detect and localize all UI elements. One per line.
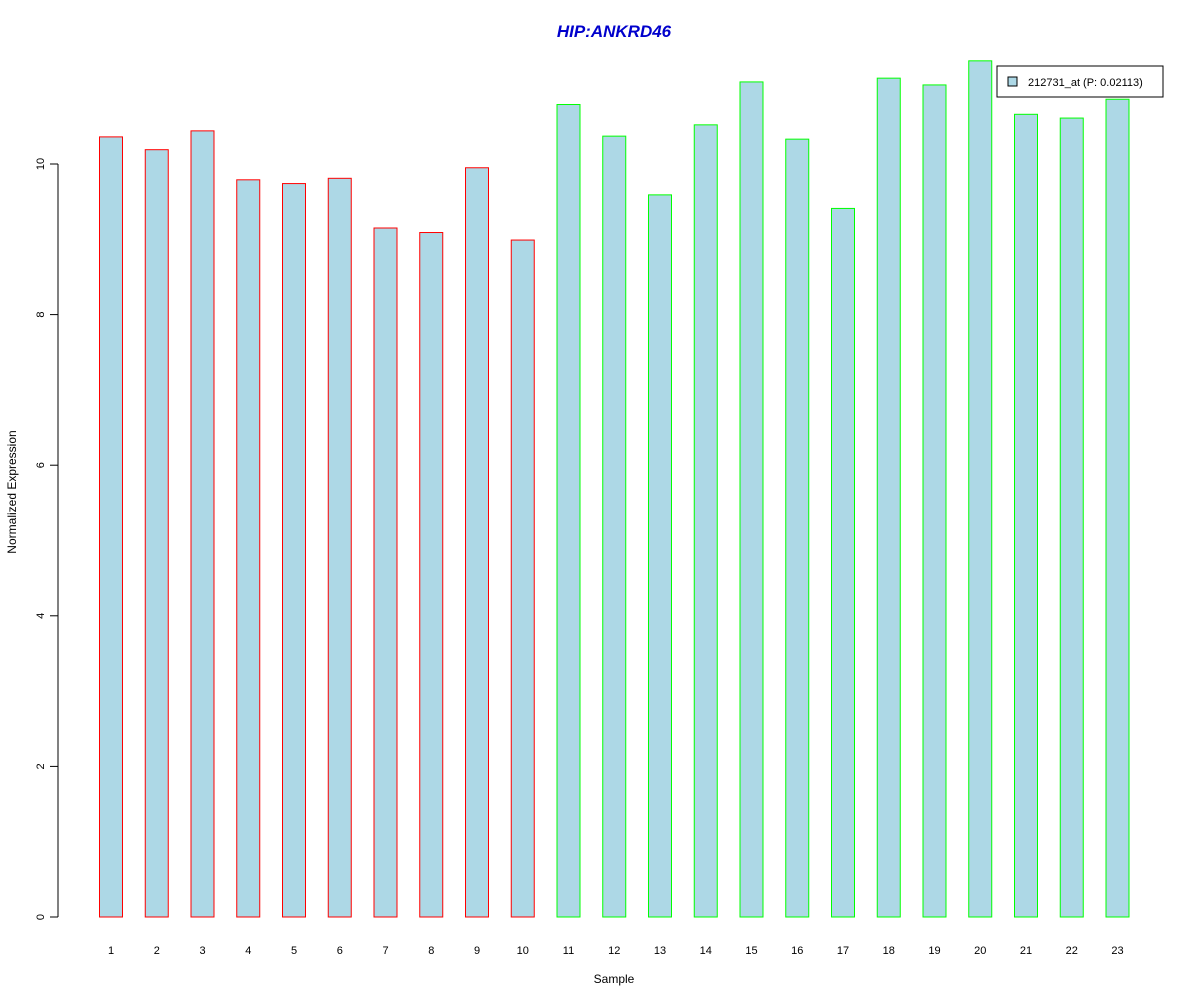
bar-sample-13: [648, 194, 672, 918]
bar-sample-19: [922, 84, 947, 918]
legend-label: 212731_at (P: 0.02113): [1028, 77, 1143, 89]
bar-sample-10: [510, 239, 535, 918]
bar-sample-12: [602, 135, 627, 918]
bar-sample-11: [556, 104, 581, 918]
x-tick-label-19: 19: [928, 945, 940, 957]
x-tick-label-23: 23: [1111, 945, 1123, 957]
x-tick-label-12: 12: [608, 945, 620, 957]
bar-sample-5: [282, 183, 306, 918]
y-tick-label: 4: [35, 613, 47, 619]
bar-sample-23: [1105, 98, 1130, 918]
bars: [99, 60, 1130, 918]
x-tick-label-7: 7: [382, 945, 388, 957]
x-axis: 1 2 3 4 5 6 7 8 9 10 11 12 13 14 15 16 17 18 19 20 21 22 23: [108, 945, 1124, 957]
x-tick-label-3: 3: [199, 945, 205, 957]
bar-sample-4: [236, 179, 261, 918]
bar-sample-8: [419, 232, 444, 918]
bar-sample-16: [785, 138, 810, 918]
legend-box: [996, 65, 1164, 98]
bar-sample-18: [876, 77, 901, 918]
x-tick-label-4: 4: [245, 945, 251, 957]
legend-swatch: [1007, 76, 1018, 87]
x-tick-label-10: 10: [517, 945, 529, 957]
x-tick-label-2: 2: [154, 945, 160, 957]
y-tick-label: 2: [35, 763, 47, 769]
y-tick-label: 6: [35, 462, 47, 468]
x-tick-label-22: 22: [1066, 945, 1078, 957]
bar-sample-15: [739, 81, 764, 918]
x-tick-label-9: 9: [474, 945, 480, 957]
x-tick-label-17: 17: [837, 945, 849, 957]
bar-sample-6: [327, 177, 352, 918]
bar-sample-7: [373, 227, 398, 918]
bar-sample-20: [968, 60, 993, 918]
x-tick-label-15: 15: [745, 945, 757, 957]
x-tick-label-20: 20: [974, 945, 986, 957]
x-tick-label-1: 1: [108, 945, 114, 957]
y-tick-label: 10: [35, 158, 47, 170]
bar-sample-9: [465, 167, 489, 918]
x-tick-label-21: 21: [1020, 945, 1032, 957]
y-tick-label: 8: [35, 312, 47, 318]
x-tick-label-5: 5: [291, 945, 297, 957]
bar-sample-22: [1059, 117, 1084, 918]
y-axis: 0 2 4 6 8 10: [35, 158, 59, 920]
y-tick-label: 0: [35, 914, 47, 920]
bar-sample-14: [693, 124, 718, 918]
bar-sample-17: [831, 207, 855, 918]
bar-sample-1: [99, 136, 123, 918]
x-tick-label-18: 18: [883, 945, 895, 957]
x-tick-label-14: 14: [700, 945, 712, 957]
x-tick-label-16: 16: [791, 945, 803, 957]
x-tick-label-13: 13: [654, 945, 666, 957]
bar-sample-21: [1014, 113, 1038, 918]
x-tick-label-6: 6: [337, 945, 343, 957]
bar-sample-3: [190, 130, 215, 918]
x-tick-label-11: 11: [563, 945, 574, 957]
bar-sample-2: [144, 149, 169, 918]
y-axis-title: Normalized Expression: [5, 430, 19, 553]
x-tick-label-8: 8: [428, 945, 434, 957]
chart-title: HIP:ANKRD46: [557, 22, 672, 41]
x-axis-title: Sample: [594, 972, 635, 986]
legend: 212731_at (P: 0.02113): [996, 65, 1164, 98]
